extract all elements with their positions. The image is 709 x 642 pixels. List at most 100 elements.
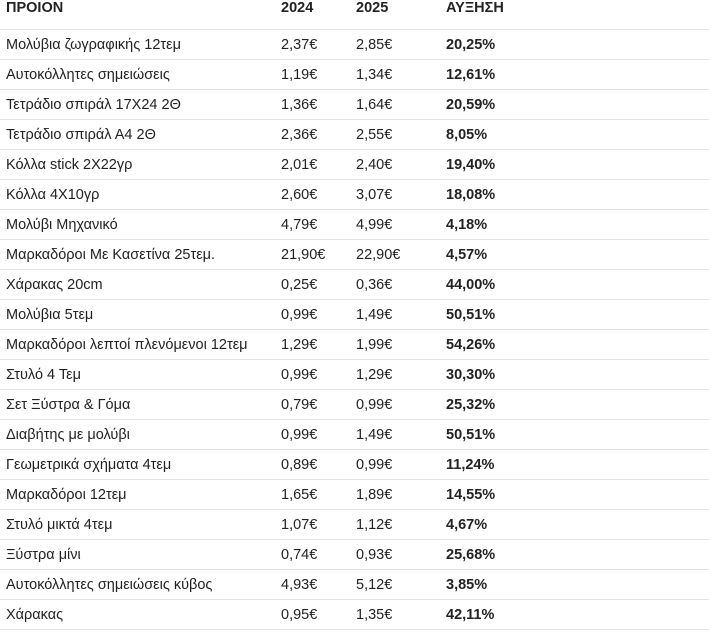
increase-cell: 4,57% [446,247,488,263]
price-2025-cell: 0,99€ [356,457,393,473]
increase-cell: 25,32% [446,397,496,413]
product-name-cell: Κόλλα 4Χ10γρ [6,187,100,203]
increase-cell: 30,30% [446,367,496,383]
increase-cell: 25,68% [446,547,496,563]
table-header: ΠΡΟΙΟΝ 2024 2025 ΑΥΞΗΣΗ [0,0,709,30]
product-name-cell: Γεωμετρικά σχήματα 4τεμ [6,457,172,473]
product-name-cell: Τετράδιο σπιράλ Α4 2Θ [6,127,156,143]
increase-cell: 8,05% [446,127,488,143]
header-year-2024: 2024 [281,0,314,16]
table-row: Μαρκαδόροι 12τεμ 1,65€ 1,89€ 14,55% [0,480,709,510]
price-2025-cell: 22,90€ [356,247,401,263]
table-row: Ξύστρα μίνι 0,74€ 0,93€ 25,68% [0,540,709,570]
table-row: Χάρακας 20cm 0,25€ 0,36€ 44,00% [0,270,709,300]
price-2025-cell: 1,34€ [356,67,393,83]
increase-cell: 54,26% [446,337,496,353]
table-row: Αυτοκόλλητες σημειώσεις κύβος 4,93€ 5,12€ 3… [0,570,709,600]
increase-cell: 11,24% [446,457,495,473]
table-row: Μαρκαδόροι λεπτοί πλενόμενοι 12τεμ 1,29€ 1… [0,330,709,360]
price-2025-cell: 2,40€ [356,157,393,173]
price-2024-cell: 2,37€ [281,37,318,53]
price-2025-cell: 1,99€ [356,337,393,353]
price-2024-cell: 1,65€ [281,487,318,503]
price-2025-cell: 0,99€ [356,397,393,413]
table-row: Μολύβι Μηχανικό 4,79€ 4,99€ 4,18% [0,210,709,240]
product-name-cell: Διαβήτης με μολύβι [6,427,130,443]
price-2024-cell: 2,01€ [281,157,318,173]
increase-cell: 4,18% [446,217,488,233]
price-2024-cell: 0,99€ [281,367,318,383]
product-name-cell: Στυλό 4 Τεμ [6,367,81,383]
table-row: Σετ Ξύστρα & Γόμα 0,79€ 0,99€ 25,32% [0,390,709,420]
price-2025-cell: 1,35€ [356,607,393,623]
price-2025-cell: 1,49€ [356,427,393,443]
price-2024-cell: 1,19€ [281,67,318,83]
table-row: Τετράδιο σπιράλ 17Χ24 2Θ 1,36€ 1,64€ 20,59% [0,90,709,120]
price-2025-cell: 5,12€ [356,577,393,593]
table-row: Κόλλα 4Χ10γρ 2,60€ 3,07€ 18,08% [0,180,709,210]
price-2025-cell: 1,49€ [356,307,393,323]
table-row: Στυλό 4 Τεμ 0,99€ 1,29€ 30,30% [0,360,709,390]
increase-cell: 14,55% [446,487,496,503]
price-2024-cell: 0,79€ [281,397,318,413]
product-name-cell: Ξύστρα μίνι [6,547,81,563]
increase-cell: 42,11% [446,607,495,623]
price-2024-cell: 0,99€ [281,307,318,323]
product-name-cell: Σετ Ξύστρα & Γόμα [6,397,131,413]
product-name-cell: Τετράδιο σπιράλ 17Χ24 2Θ [6,97,181,113]
table-body: Μολύβια ζωγραφικής 12τεμ 2,37€ 2,85€ 20,25%… [0,30,709,630]
table-row: Στυλό μικτά 4τεμ 1,07€ 1,12€ 4,67% [0,510,709,540]
price-2024-cell: 4,93€ [281,577,318,593]
table-row: Χάρακας 0,95€ 1,35€ 42,11% [0,600,709,630]
price-2024-cell: 0,89€ [281,457,318,473]
product-name-cell: Αυτοκόλλητες σημειώσεις κύβος [6,577,213,593]
product-name-cell: Μολύβι Μηχανικό [6,217,118,233]
price-2025-cell: 1,89€ [356,487,393,503]
price-2025-cell: 0,36€ [356,277,393,293]
price-2024-cell: 2,60€ [281,187,318,203]
product-name-cell: Στυλό μικτά 4τεμ [6,517,113,533]
increase-cell: 50,51% [446,307,496,323]
table-row: Μαρκαδόροι Με Κασετίνα 25τεμ. 21,90€ 22,90… [0,240,709,270]
price-2025-cell: 2,85€ [356,37,393,53]
header-increase: ΑΥΞΗΣΗ [446,0,504,16]
price-2024-cell: 21,90€ [281,247,326,263]
table-row: Διαβήτης με μολύβι 0,99€ 1,49€ 50,51% [0,420,709,450]
price-2024-cell: 0,74€ [281,547,318,563]
price-2025-cell: 1,64€ [356,97,393,113]
price-2024-cell: 1,36€ [281,97,318,113]
product-name-cell: Χάρακας [6,607,64,623]
increase-cell: 50,51% [446,427,496,443]
price-2025-cell: 2,55€ [356,127,393,143]
table-row: Κόλλα stick 2X22γρ 2,01€ 2,40€ 19,40% [0,150,709,180]
header-product: ΠΡΟΙΟΝ [6,0,64,16]
increase-cell: 20,25% [446,37,496,53]
price-2024-cell: 0,99€ [281,427,318,443]
increase-cell: 3,85% [446,577,488,593]
product-name-cell: Μαρκαδόροι 12τεμ [6,487,127,503]
price-2025-cell: 4,99€ [356,217,393,233]
product-name-cell: Μολύβια 5τεμ [6,307,94,323]
price-2024-cell: 1,29€ [281,337,318,353]
product-name-cell: Χάρακας 20cm [6,277,103,293]
price-2025-cell: 1,12€ [356,517,393,533]
increase-cell: 20,59% [446,97,496,113]
increase-cell: 19,40% [446,157,496,173]
table-row: Γεωμετρικά σχήματα 4τεμ 0,89€ 0,99€ 11,24% [0,450,709,480]
price-2025-cell: 3,07€ [356,187,393,203]
increase-cell: 4,67% [446,517,488,533]
table-row: Μολύβια ζωγραφικής 12τεμ 2,37€ 2,85€ 20,25% [0,30,709,60]
increase-cell: 18,08% [446,187,496,203]
price-2024-cell: 0,25€ [281,277,318,293]
product-name-cell: Μαρκαδόροι Με Κασετίνα 25τεμ. [6,247,216,263]
increase-cell: 12,61% [446,67,496,83]
price-2024-cell: 0,95€ [281,607,318,623]
product-name-cell: Κόλλα stick 2X22γρ [6,157,133,173]
price-2024-cell: 2,36€ [281,127,318,143]
table-row: Αυτοκόλλητες σημειώσεις 1,19€ 1,34€ 12,61% [0,60,709,90]
table-row: Μολύβια 5τεμ 0,99€ 1,49€ 50,51% [0,300,709,330]
product-name-cell: Μολύβια ζωγραφικής 12τεμ [6,37,181,53]
price-2025-cell: 0,93€ [356,547,393,563]
header-year-2025: 2025 [356,0,389,16]
increase-cell: 44,00% [446,277,496,293]
